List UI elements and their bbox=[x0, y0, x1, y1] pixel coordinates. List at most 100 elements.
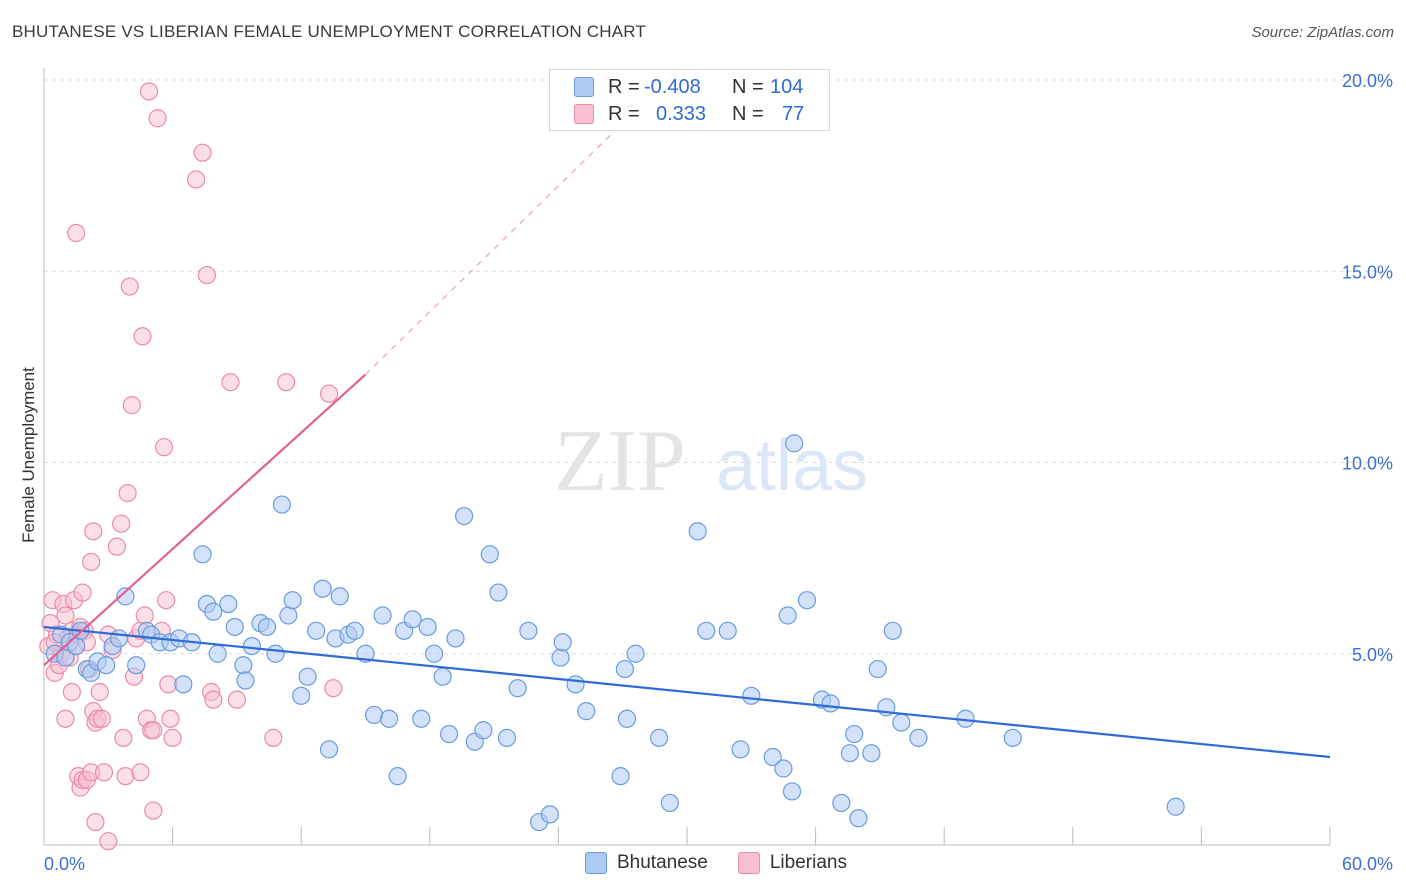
bhutanese-point-42 bbox=[330, 587, 349, 606]
bhutanese-point-31 bbox=[257, 617, 277, 637]
liberians-point-33 bbox=[86, 812, 105, 832]
liberians-point-71 bbox=[221, 373, 240, 392]
bhutanese-point-72 bbox=[611, 767, 630, 786]
liberians-point-76 bbox=[324, 679, 343, 698]
n-label: N = bbox=[732, 102, 764, 125]
trend-lines bbox=[43, 133, 1331, 759]
watermark-zip: ZIP bbox=[554, 413, 686, 510]
legend-label-bhutanese: Bhutanese bbox=[617, 852, 708, 873]
bhutanese-point-61 bbox=[480, 545, 499, 564]
bhutanese-point-54 bbox=[424, 644, 444, 663]
liberians-point-41 bbox=[107, 537, 126, 556]
bhutanese-point-74 bbox=[617, 709, 637, 728]
bhutanese-point-86 bbox=[782, 782, 802, 801]
bhutanese-point-58 bbox=[454, 506, 474, 526]
bhutanese-point-9 bbox=[97, 656, 116, 675]
n-value: 77 bbox=[782, 102, 805, 125]
liberians-point-62 bbox=[157, 591, 176, 610]
liberians-point-53 bbox=[135, 606, 154, 625]
series-legend: Bhutanese Liberians bbox=[585, 852, 877, 874]
bhutanese-point-37 bbox=[298, 667, 317, 686]
bhutanese-point-76 bbox=[650, 728, 669, 748]
bhutanese-point-64 bbox=[508, 679, 527, 698]
liberians-point-58 bbox=[144, 801, 163, 820]
liberians-point-46 bbox=[120, 277, 139, 296]
bhutanese-point-81 bbox=[731, 740, 750, 759]
bhutanese-point-102 bbox=[1003, 728, 1022, 748]
x-tick-label-1: 60.0% bbox=[1342, 854, 1393, 874]
bhutanese-point-68 bbox=[551, 648, 570, 667]
liberians-point-32 bbox=[84, 522, 103, 541]
liberians-point-22 bbox=[67, 223, 86, 243]
bhutanese-point-35 bbox=[283, 591, 302, 610]
bhutanese-point-84 bbox=[774, 759, 793, 778]
legend-item-bhutanese: Bhutanese bbox=[585, 852, 708, 874]
r-value: 0.333 bbox=[656, 102, 707, 125]
bhutanese-point-44 bbox=[345, 621, 364, 640]
liberians-point-73 bbox=[264, 728, 283, 748]
bhutanese-point-94 bbox=[849, 809, 868, 828]
bhutanese-point-99 bbox=[892, 713, 911, 732]
bhutanese-point-71 bbox=[577, 702, 596, 721]
bhutanese-point-75 bbox=[626, 644, 645, 663]
liberians-trend-line bbox=[43, 373, 367, 667]
liberians-point-59 bbox=[148, 109, 167, 128]
bhutanese-point-56 bbox=[439, 724, 459, 744]
liberians-point-35 bbox=[90, 682, 109, 702]
bhutanese-point-19 bbox=[174, 675, 193, 694]
liberians-point-64 bbox=[161, 709, 180, 728]
n-value: 104 bbox=[770, 75, 804, 98]
y-tick-label-3: 20.0% bbox=[1342, 71, 1393, 91]
gridlines bbox=[44, 79, 1392, 655]
bhutanese-point-25 bbox=[219, 594, 238, 614]
bhutanese-point-32 bbox=[266, 644, 285, 663]
liberians-point-61 bbox=[154, 438, 174, 457]
liberians-point-55 bbox=[139, 82, 159, 101]
bhutanese-point-53 bbox=[418, 617, 437, 637]
y-axis-label: Female Unemployment bbox=[19, 367, 38, 543]
liberians-point-51 bbox=[131, 763, 150, 782]
bhutanese-point-90 bbox=[821, 694, 840, 713]
y-tick-label-0: 5.0% bbox=[1352, 645, 1393, 665]
bhutanese-point-46 bbox=[364, 705, 384, 725]
bhutanese-point-11 bbox=[109, 629, 129, 648]
bhutanese-point-87 bbox=[785, 434, 804, 453]
bhutanese-point-28 bbox=[236, 671, 255, 690]
liberians-point-8 bbox=[56, 606, 75, 625]
bhutanese-point-55 bbox=[433, 667, 452, 686]
source-credit: Source: ZipAtlas.com bbox=[1251, 24, 1394, 41]
bhutanese-point-85 bbox=[778, 606, 797, 625]
liberians-point-72 bbox=[227, 690, 246, 709]
y-tick-label-1: 10.0% bbox=[1342, 454, 1393, 474]
bhutanese-point-93 bbox=[845, 724, 864, 744]
liberians-point-20 bbox=[56, 709, 75, 728]
bhutanese-point-73 bbox=[615, 659, 634, 679]
liberians-point-66 bbox=[187, 170, 206, 189]
liberians-point-74 bbox=[277, 373, 296, 392]
bhutanese-point-70 bbox=[566, 675, 585, 694]
y-tick-label-2: 15.0% bbox=[1342, 262, 1393, 282]
bhutanese-point-103 bbox=[1166, 797, 1185, 816]
bhutanese-point-88 bbox=[797, 591, 817, 610]
liberians-point-70 bbox=[204, 690, 223, 709]
bhutanese-swatch bbox=[574, 77, 594, 97]
bhutanese-point-47 bbox=[373, 606, 392, 625]
liberians-point-47 bbox=[122, 396, 141, 415]
liberians-point-42 bbox=[112, 514, 131, 533]
liberians-point-68 bbox=[197, 265, 216, 285]
bhutanese-point-12 bbox=[116, 587, 135, 606]
bhutanese-point-13 bbox=[127, 656, 146, 675]
legend-label-liberians: Liberians bbox=[769, 852, 847, 873]
bhutanese-point-63 bbox=[497, 728, 517, 748]
bhutanese-point-34 bbox=[279, 606, 298, 625]
liberians-point-38 bbox=[99, 832, 118, 851]
axes bbox=[43, 68, 1331, 846]
bhutanese-point-29 bbox=[242, 636, 262, 656]
y-tick-labels: 5.0% 10.0% 15.0% 20.0% bbox=[1342, 71, 1393, 665]
liberians-point-65 bbox=[163, 728, 182, 748]
bhutanese-point-36 bbox=[292, 686, 311, 705]
bhutanese-point-77 bbox=[660, 793, 679, 813]
bhutanese-point-82 bbox=[742, 686, 761, 705]
bhutanese-point-57 bbox=[446, 629, 465, 648]
